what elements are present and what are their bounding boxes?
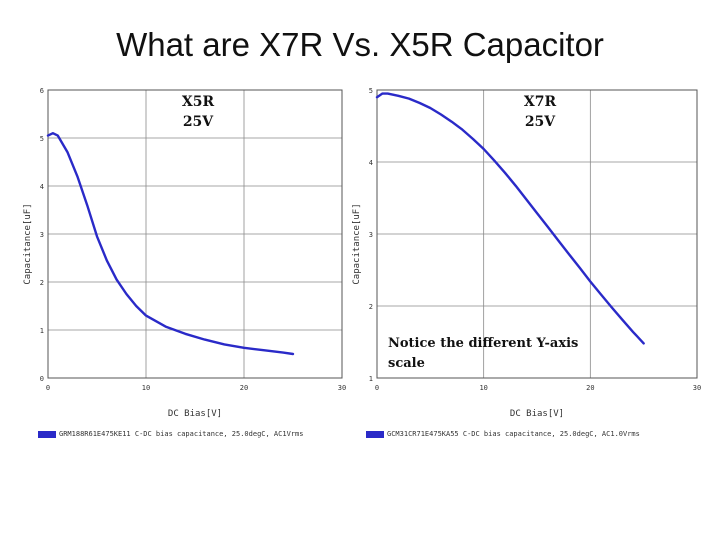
x5r-ytick-label: 1 — [40, 327, 44, 335]
legend-swatch-x7r — [366, 430, 384, 438]
x7r-ytick-label: 1 — [369, 375, 373, 383]
x7r-series-line — [375, 92, 645, 345]
x5r-ytick-label: 0 — [40, 375, 44, 383]
x7r-ytick-label: 4 — [369, 159, 373, 167]
x7r-ytick-label: 3 — [369, 231, 373, 239]
x7r-plot-frame — [376, 89, 698, 379]
x5r-xtick-label: 10 — [142, 384, 150, 392]
x5r-plot-frame — [47, 89, 343, 379]
legend-text-x7r: GCM31CR71E475KA55 C-DC bias capacitance,… — [387, 430, 640, 438]
x5r-ytick-label: 5 — [40, 135, 44, 143]
x7r-y-axis-label: Capacitance[uF] — [352, 203, 362, 284]
x5r-series-line — [46, 131, 295, 356]
legend-x7r: GCM31CR71E475KA55 C-DC bias capacitance,… — [366, 430, 640, 438]
chart-x7r: 0 10 20 30 1 2 3 4 5 DC Bias[V] Capacitance[uF] X7R… — [352, 87, 701, 419]
x7r-xtick-label: 20 — [586, 384, 594, 392]
x5r-ytick-label: 6 — [40, 87, 44, 95]
x7r-xtick-label: 10 — [479, 384, 487, 392]
x5r-y-axis-label: Capacitance[uF] — [23, 203, 33, 284]
x7r-panel-label: 25V — [525, 114, 556, 130]
x7r-xtick-label: 30 — [693, 384, 701, 392]
x7r-xtick-label: 0 — [375, 384, 379, 392]
x5r-x-axis-label: DC Bias[V] — [168, 409, 222, 419]
slide-title: What are X7R Vs. X5R Capacitor — [116, 26, 604, 63]
x7r-ytick-label: 5 — [369, 87, 373, 95]
chart-x5r: 0 10 20 30 0 1 2 3 4 5 6 DC Bias[V] Capacitance[uF] X… — [23, 87, 346, 419]
x7r-annotation: scale — [388, 356, 425, 371]
x5r-panel-label: X5R — [182, 94, 215, 110]
legend-swatch-x5r — [38, 430, 56, 438]
x5r-ytick-label: 4 — [40, 183, 44, 191]
x5r-panel-label: 25V — [183, 114, 214, 130]
x5r-ytick-label: 3 — [40, 231, 44, 239]
legend-text-x5r: GRM188R61E475KE11 C-DC bias capacitance,… — [59, 430, 304, 438]
x5r-xtick-label: 0 — [46, 384, 50, 392]
x7r-x-axis-label: DC Bias[V] — [510, 409, 564, 419]
x5r-xtick-label: 20 — [240, 384, 248, 392]
x5r-xtick-label: 30 — [338, 384, 346, 392]
x7r-ytick-label: 2 — [369, 303, 373, 311]
x7r-annotation: Notice the different Y-axis — [388, 336, 578, 351]
x7r-panel-label: X7R — [524, 94, 557, 110]
legend-x5r: GRM188R61E475KE11 C-DC bias capacitance,… — [38, 430, 303, 438]
x5r-ytick-label: 2 — [40, 279, 44, 287]
